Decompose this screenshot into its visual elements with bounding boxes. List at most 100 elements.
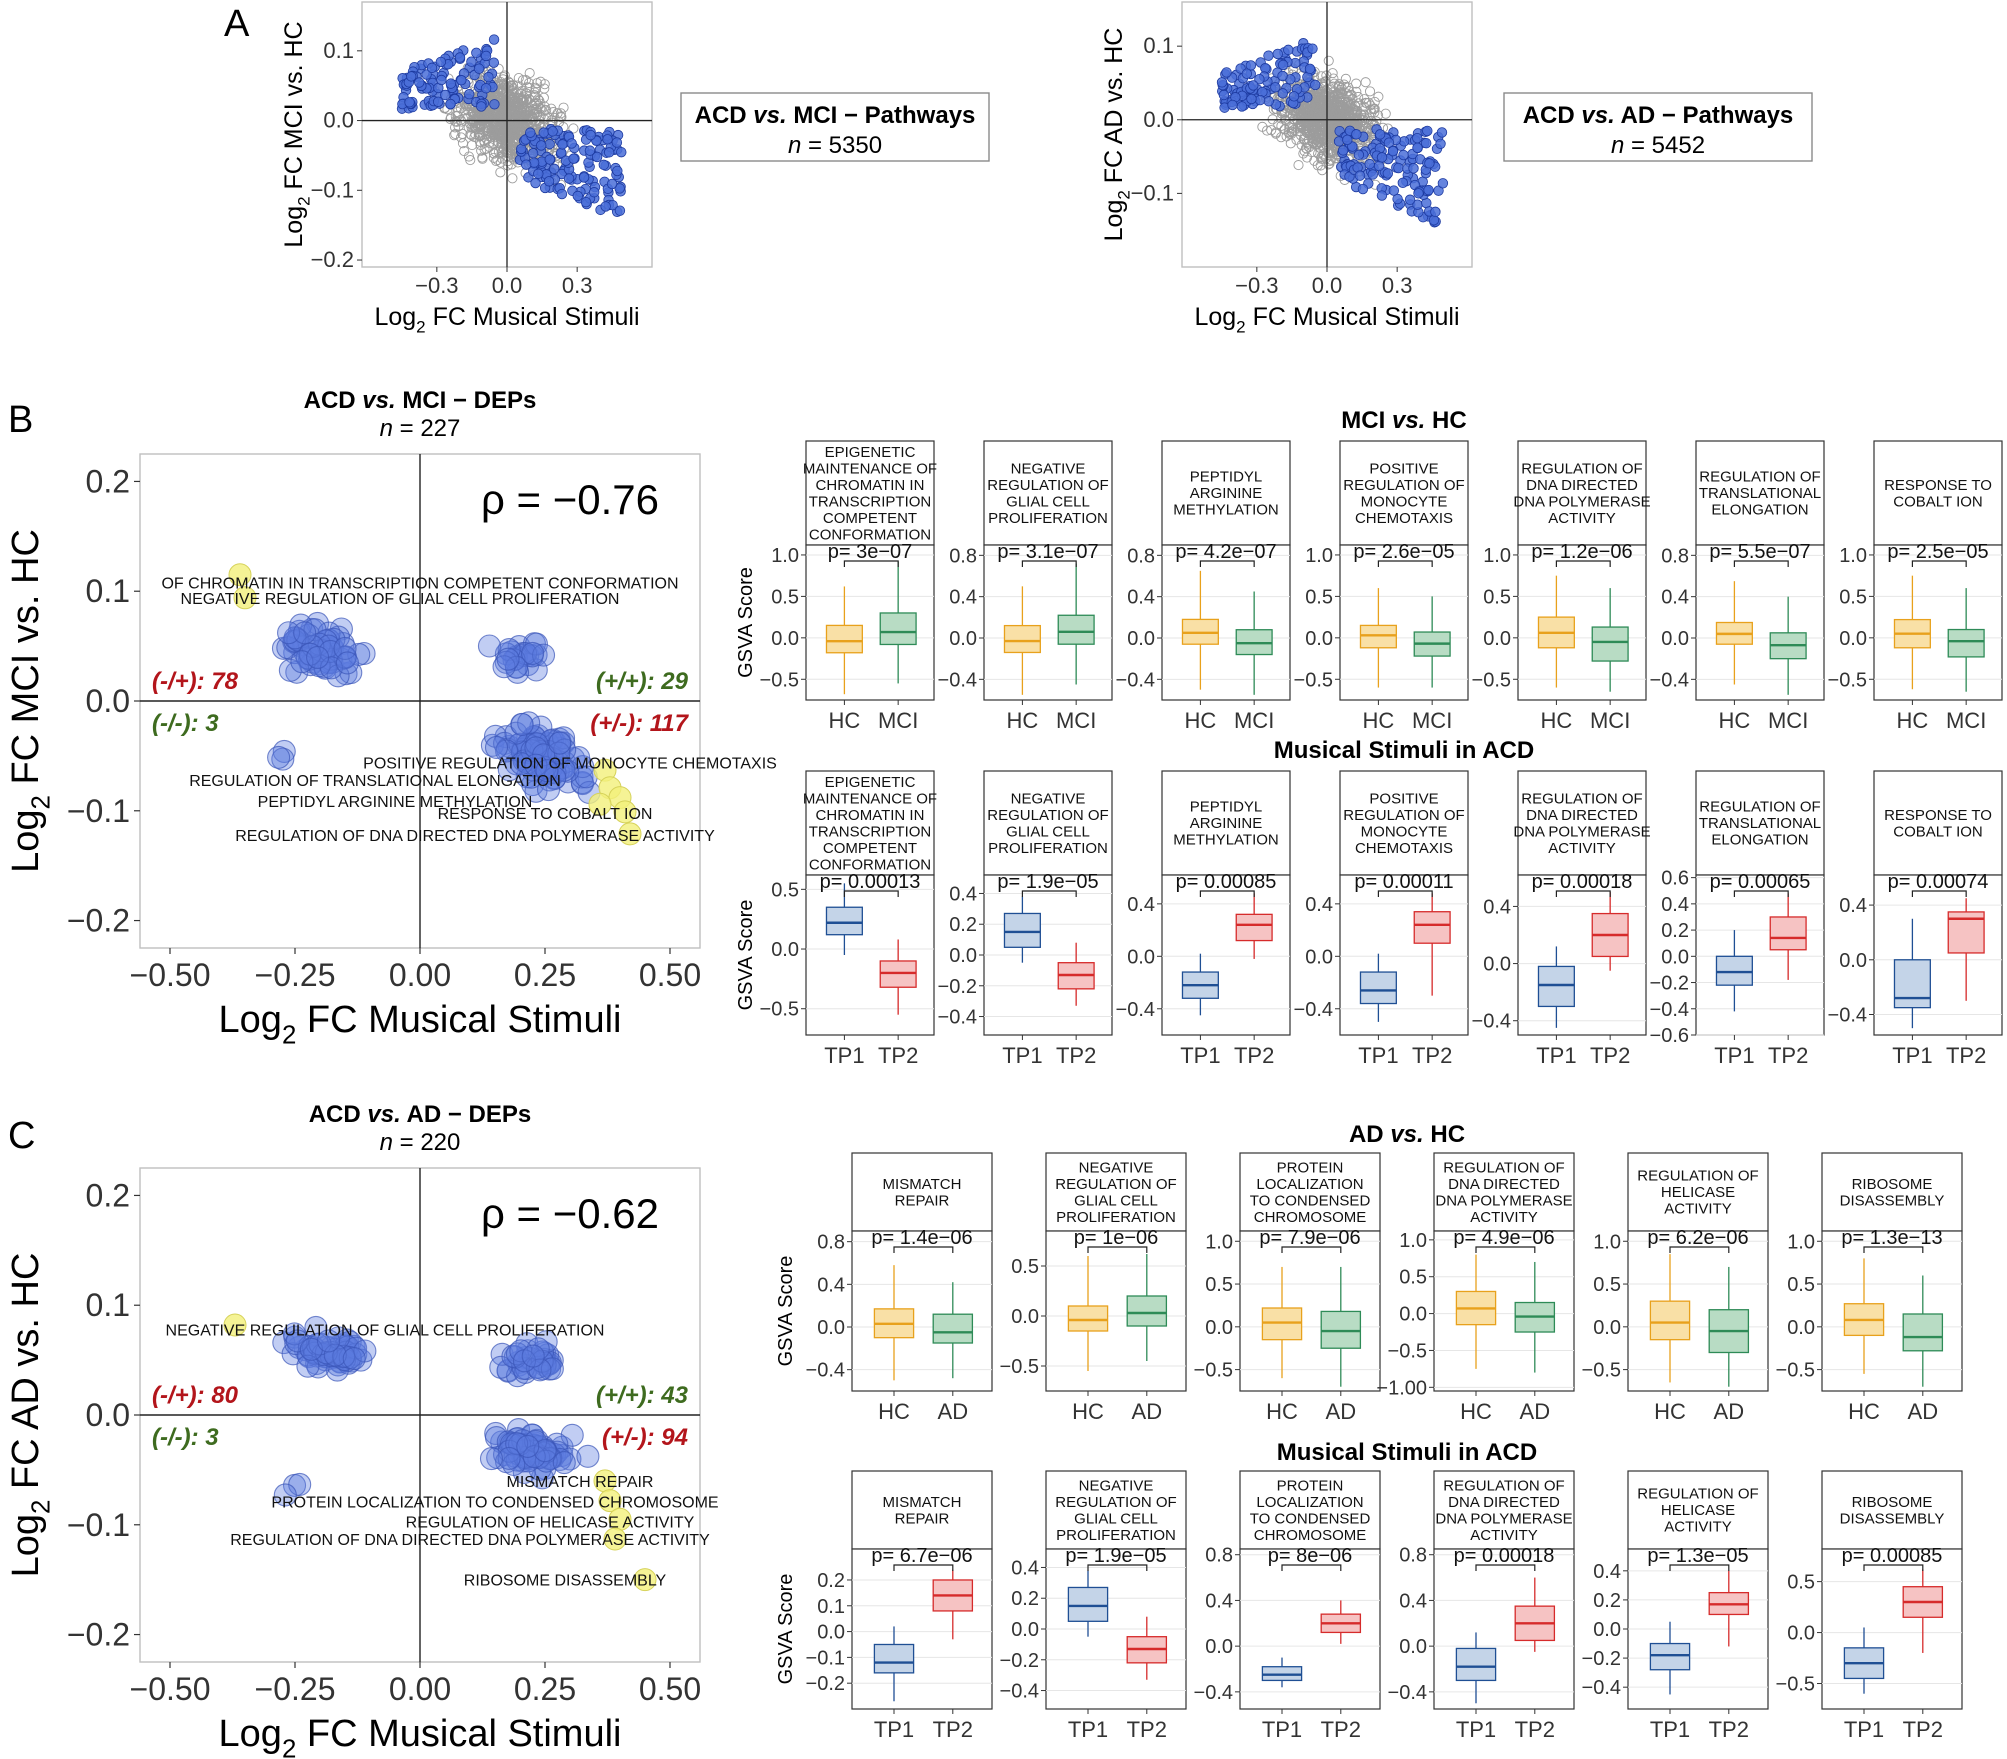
y-tick-label: −0.5 bbox=[1776, 1360, 1815, 1382]
background-point bbox=[539, 83, 550, 94]
y-tick-label: 1.0 bbox=[1593, 1231, 1621, 1253]
facet-panel bbox=[1873, 544, 2003, 701]
x-tick-label: MCI bbox=[1768, 708, 1808, 733]
x-axis-label: Log2 FC Musical Stimuli bbox=[219, 1713, 622, 1759]
panel-letter-A: A bbox=[224, 3, 250, 45]
facet-panel bbox=[1821, 1548, 1963, 1710]
significance-bracket bbox=[1863, 1246, 1924, 1253]
axis-label-subscript: 2 bbox=[1115, 190, 1134, 199]
x-tick-label: HC bbox=[1072, 1399, 1104, 1424]
box-MCI bbox=[1057, 614, 1095, 645]
y-tick-label: −0.4 bbox=[1650, 999, 1689, 1021]
pathway-annotation: MISMATCH REPAIR bbox=[507, 1474, 654, 1491]
row-title: Musical Stimuli in ACD bbox=[1277, 1439, 1537, 1466]
x-tick-label: 0.00 bbox=[389, 957, 451, 993]
y-tick-label: 0.0 bbox=[323, 108, 354, 133]
facet-header-line: HELICASE bbox=[1661, 1184, 1735, 1201]
background-point bbox=[492, 136, 503, 147]
row-title-rest: HC bbox=[1424, 1121, 1465, 1148]
facet-panel bbox=[1339, 544, 1469, 701]
facet-header-line: METHYLATION bbox=[1173, 832, 1279, 849]
data-point bbox=[533, 1439, 557, 1463]
highlight-point bbox=[538, 127, 549, 138]
x-tick-label: 0.50 bbox=[639, 957, 701, 993]
x-tick-label: TP2 bbox=[1321, 1717, 1361, 1742]
highlight-point bbox=[1392, 193, 1403, 205]
highlight-point bbox=[598, 1489, 622, 1513]
highlight-point bbox=[563, 173, 575, 184]
highlight-point bbox=[1246, 93, 1257, 105]
x-tick-label: 0.50 bbox=[639, 1671, 701, 1707]
facet-header-line: HELICASE bbox=[1661, 1502, 1735, 1519]
facet-header-line: REGULATION OF bbox=[1637, 1486, 1758, 1503]
y-tick-label: 0.5 bbox=[1839, 586, 1867, 608]
highlight-point bbox=[435, 56, 447, 68]
x-tick-label: TP1 bbox=[824, 1043, 864, 1068]
facet-header-line: RIBOSOME bbox=[1852, 1176, 1933, 1193]
y-axis-label: GSVA Score bbox=[775, 1574, 797, 1685]
box-MCI bbox=[1591, 626, 1629, 662]
background-point bbox=[463, 122, 474, 133]
data-point bbox=[576, 1444, 600, 1468]
highlight-point bbox=[1383, 137, 1395, 148]
highlight-point bbox=[1277, 88, 1288, 99]
facet-header-line: CHROMATIN IN bbox=[816, 477, 925, 494]
background-point bbox=[1351, 86, 1362, 97]
highlight-point bbox=[1373, 160, 1385, 172]
background-point bbox=[1293, 160, 1304, 171]
background-point bbox=[449, 130, 460, 141]
highlight-point bbox=[480, 83, 492, 94]
background-point bbox=[501, 140, 512, 151]
box-TP1 bbox=[1359, 971, 1397, 1005]
box-TP2 bbox=[1413, 911, 1451, 944]
facet-header-line: DNA POLYMERASE bbox=[1513, 823, 1650, 840]
y-tick-label: 0.8 bbox=[949, 545, 977, 567]
background-point bbox=[477, 153, 488, 164]
rho-label: ρ = −0.76 bbox=[481, 476, 659, 523]
x-tick-label: MCI bbox=[1234, 708, 1274, 733]
y-tick-label: −0.1 bbox=[311, 177, 354, 202]
legend-box bbox=[1503, 92, 1813, 162]
x-tick-label: TP1 bbox=[1456, 1717, 1496, 1742]
y-tick-label: 0.4 bbox=[1593, 1561, 1621, 1583]
background-point bbox=[1349, 104, 1361, 116]
facet-header-line: CHROMOSOME bbox=[1254, 1527, 1367, 1544]
box-HC bbox=[1067, 1305, 1109, 1332]
facet-header-line: COMPETENT bbox=[823, 510, 917, 527]
background-point bbox=[1360, 113, 1371, 124]
highlight-point bbox=[606, 178, 618, 190]
background-point bbox=[1328, 73, 1339, 84]
highlight-point bbox=[1270, 82, 1281, 93]
background-point bbox=[1358, 101, 1370, 112]
axis-label-rest: FC Musical Stimuli bbox=[426, 303, 640, 331]
box-TP1 bbox=[1003, 912, 1041, 948]
facet-header-box bbox=[1517, 440, 1647, 546]
p-value: p= 3.1e−07 bbox=[997, 541, 1098, 563]
facet-header-line: ARGININE bbox=[1190, 485, 1263, 502]
facet-header-line: ELONGATION bbox=[1711, 832, 1808, 849]
y-tick-label: 1.0 bbox=[771, 545, 799, 567]
facet-header-box bbox=[1517, 770, 1647, 876]
x-tick-label: HC bbox=[1541, 708, 1573, 733]
y-tick-label: 0.6 bbox=[1661, 868, 1689, 890]
highlight-point bbox=[1310, 79, 1321, 91]
highlight-point bbox=[1216, 77, 1228, 88]
highlight-point bbox=[589, 187, 600, 198]
background-point bbox=[520, 95, 531, 106]
x-tick-label: TP1 bbox=[1892, 1043, 1932, 1068]
y-tick-label: 0.0 bbox=[1011, 1306, 1039, 1328]
y-tick-label: −0.5 bbox=[1472, 669, 1511, 691]
y-tick-label: 0.5 bbox=[771, 879, 799, 901]
data-point bbox=[497, 758, 521, 782]
axis-label-log: Log bbox=[1194, 303, 1236, 331]
y-tick-label: 0.4 bbox=[1839, 895, 1867, 917]
facet-header-line: LOCALIZATION bbox=[1256, 1494, 1363, 1511]
facet-header-line: CHROMOSOME bbox=[1254, 1209, 1367, 1226]
highlight-point bbox=[466, 56, 477, 67]
y-tick-label: 0.2 bbox=[86, 1177, 130, 1213]
significance-bracket bbox=[1377, 890, 1433, 897]
